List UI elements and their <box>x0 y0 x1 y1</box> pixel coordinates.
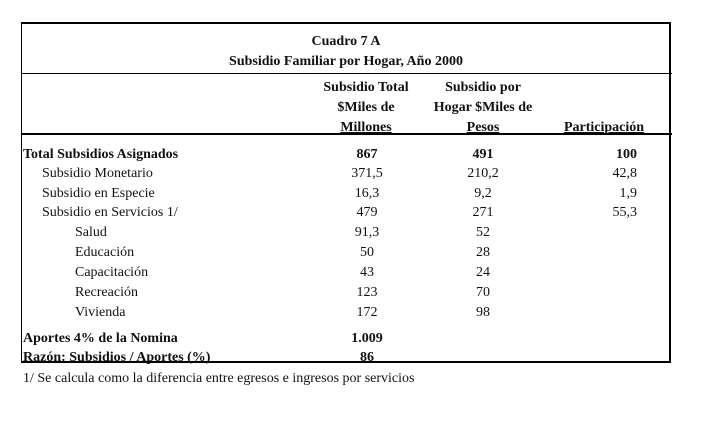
cell-participacion: 1,9 <box>619 186 638 201</box>
header-col2: Pesos <box>466 120 500 135</box>
cell-subsidio-total: 50 <box>360 245 374 260</box>
table-frame <box>21 22 671 363</box>
divider <box>21 133 672 135</box>
header-col1: $Miles de <box>337 100 395 115</box>
cell-participacion: 100 <box>616 147 637 162</box>
cell-subsidio-total: 172 <box>356 305 378 320</box>
cell-subsidio-hogar: 210,2 <box>467 166 499 181</box>
cell-subsidio-total: 43 <box>360 265 374 280</box>
table-title: Cuadro 7 A <box>311 34 381 49</box>
cell-subsidio-total: 479 <box>356 205 378 220</box>
cell-subsidio-hogar: 271 <box>472 205 494 220</box>
row-label: Vivienda <box>75 305 126 320</box>
cell-subsidio-hogar: 24 <box>476 265 490 280</box>
cell-subsidio-total: 123 <box>356 285 378 300</box>
cell-subsidio-total: 1.009 <box>351 331 383 346</box>
header-col2: Subsidio por <box>445 80 521 95</box>
row-label: Salud <box>75 225 107 240</box>
row-label: Subsidio en Servicios 1/ <box>42 205 178 220</box>
cell-subsidio-total: 86 <box>360 350 374 365</box>
cell-subsidio-hogar: 28 <box>476 245 490 260</box>
cell-subsidio-total: 371,5 <box>351 166 383 181</box>
cell-subsidio-hogar: 70 <box>476 285 490 300</box>
row-label: Capacitación <box>75 265 149 280</box>
row-label: Recreación <box>75 285 138 300</box>
cell-subsidio-total: 91,3 <box>354 225 380 240</box>
footnote: 1/ Se calcula como la diferencia entre e… <box>23 371 415 386</box>
table-subtitle: Subsidio Familiar por Hogar, Año 2000 <box>229 54 463 69</box>
cell-subsidio-hogar: 98 <box>476 305 490 320</box>
header-col3: Participación <box>563 120 645 135</box>
cell-subsidio-hogar: 52 <box>476 225 490 240</box>
row-label: Aportes 4% de la Nomina <box>23 331 178 346</box>
cell-subsidio-total: 867 <box>356 147 378 162</box>
header-col2: Hogar $Miles de <box>433 100 533 115</box>
cell-participacion: 55,3 <box>612 205 638 220</box>
header-col1: Millones <box>340 120 392 135</box>
cell-subsidio-hogar: 491 <box>472 147 494 162</box>
cell-subsidio-total: 16,3 <box>354 186 380 201</box>
divider <box>21 73 672 74</box>
row-label: Total Subsidios Asignados <box>23 147 179 162</box>
header-col1: Subsidio Total <box>323 80 409 95</box>
cell-subsidio-hogar: 9,2 <box>474 186 492 201</box>
row-label: Educación <box>75 245 135 260</box>
row-label: Subsidio Monetario <box>42 166 153 181</box>
row-label: Subsidio en Especie <box>42 186 155 201</box>
cell-participacion: 42,8 <box>612 166 638 181</box>
row-label: Razón: Subsidios / Aportes (%) <box>23 350 211 365</box>
